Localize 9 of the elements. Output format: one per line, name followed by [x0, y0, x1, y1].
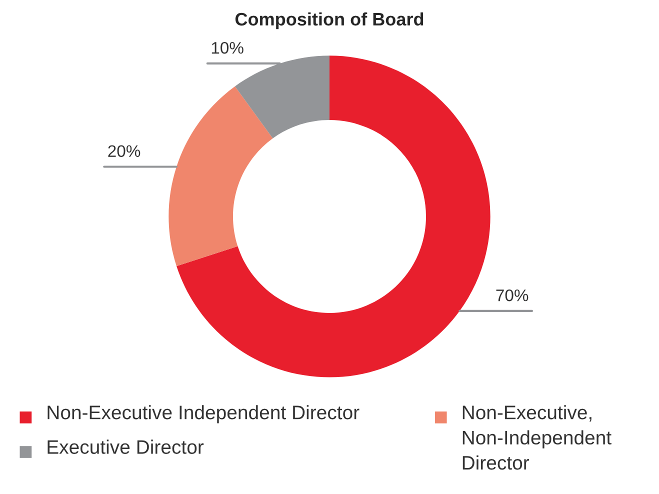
- chart-title: Composition of Board: [235, 12, 424, 30]
- data-label: 70%: [496, 289, 528, 302]
- data-label: 20%: [108, 145, 140, 158]
- donut-slice: [168, 86, 273, 266]
- legend-label: Non-Executive Independent Director: [48, 405, 360, 424]
- donut-slice: [176, 56, 490, 378]
- legend-label: Non-Executive, Non-Independent Director: [462, 405, 612, 470]
- legend-label: Executive Director: [48, 440, 204, 454]
- data-label: 10%: [212, 42, 244, 54]
